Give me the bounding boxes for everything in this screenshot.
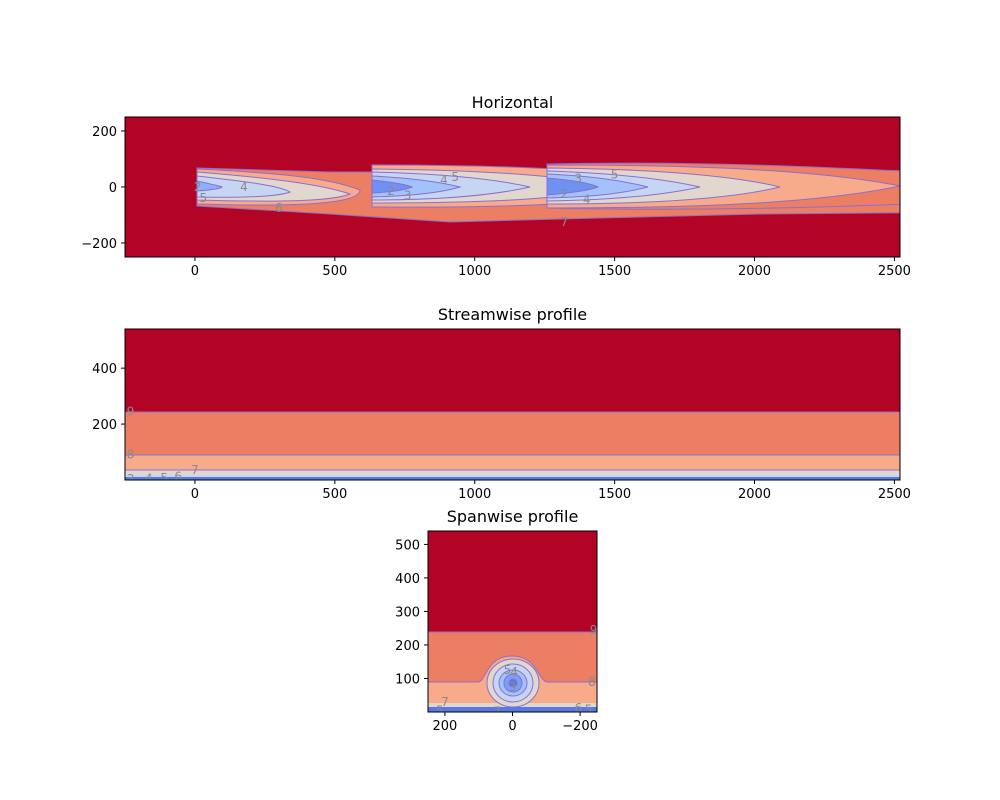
horizontal-xtick-label: 500 <box>322 264 347 279</box>
horizontal-xtick-label: 2000 <box>738 264 771 279</box>
streamwise-xtick-label: 1000 <box>458 487 491 502</box>
wake-1-level-2 <box>196 180 223 192</box>
horizontal-contour-label: 3 <box>574 172 582 186</box>
horizontal-ticks: 0 500 1000 1500 2000 2500 −200 0 200 <box>81 125 911 279</box>
horizontal-ytick-label: 200 <box>92 125 117 140</box>
spanwise-contour-label: 4 <box>510 665 518 679</box>
spanwise-title: Spanwise profile <box>447 507 579 526</box>
horizontal-contour-label: 6 <box>275 201 283 215</box>
spanwise-ytick-label: 300 <box>395 605 420 620</box>
spanwise-contour-label: 8 <box>588 675 596 689</box>
horizontal-contour-label: 3 <box>404 188 412 202</box>
streamwise-band-level-9 <box>125 329 900 412</box>
streamwise-contour-label: 5 <box>160 471 168 485</box>
streamwise-band-level-3 <box>125 477 900 480</box>
streamwise-contour-label: 6 <box>174 470 182 484</box>
wake-1-level-4 <box>196 175 292 198</box>
spanwise-contour-label: 3 <box>509 680 517 694</box>
streamwise-xtick-label: 0 <box>191 487 199 502</box>
streamwise-axes-frame <box>124 328 901 481</box>
horizontal-contour-label: 5 <box>451 170 459 184</box>
spanwise-band-level-9 <box>428 531 597 632</box>
spanwise-ytick-label: 500 <box>395 538 420 553</box>
horizontal-ytick-label: 0 <box>109 181 117 196</box>
streamwise-band-level-5 <box>125 475 900 477</box>
spanwise-xtick-label: 200 <box>432 719 457 734</box>
spanwise-contour-label: 5 <box>585 702 593 716</box>
horizontal-contour-label: 5 <box>200 191 208 205</box>
horizontal-xtick-label: 0 <box>191 264 199 279</box>
spanwise-contour-label: 9 <box>590 623 598 637</box>
streamwise-contour-label: 9 <box>127 404 135 418</box>
horizontal-xtick-label: 1500 <box>598 264 631 279</box>
streamwise-xtick-label: 2000 <box>738 487 771 502</box>
horizontal-panel: Horizontal <box>81 93 911 279</box>
spanwise-ytick-label: 100 <box>395 672 420 687</box>
streamwise-band-level-6 <box>125 470 900 475</box>
horizontal-contour-label: 2 <box>387 184 395 198</box>
wake-2-level-2 <box>371 179 414 194</box>
horizontal-contour-label: 5 <box>611 167 619 181</box>
spanwise-wake-level-2 <box>508 678 518 688</box>
streamwise-xtick-label: 2500 <box>878 487 911 502</box>
horizontal-contour-label: 4 <box>583 193 591 207</box>
streamwise-contour-label: 8 <box>127 447 135 461</box>
spanwise-ytick-label: 200 <box>395 639 420 654</box>
horizontal-wake-3 <box>546 162 900 210</box>
streamwise-contour-label: 3 <box>127 472 135 486</box>
horizontal-wake-1 <box>196 168 361 206</box>
horizontal-contour-label: 4 <box>440 173 448 187</box>
spanwise-contour-label: 7 <box>441 695 449 709</box>
streamwise-ytick-label: 400 <box>92 362 117 377</box>
wake-2-level-3 <box>371 175 462 198</box>
streamwise-xtick-label: 1500 <box>598 487 631 502</box>
streamwise-band-level-8 <box>125 412 900 455</box>
streamwise-contour-label: 7 <box>191 463 199 477</box>
spanwise-contour-label: 5 <box>436 703 444 717</box>
wake-3-level-2 <box>546 177 600 196</box>
streamwise-title: Streamwise profile <box>438 305 587 324</box>
horizontal-xtick-label: 1000 <box>458 264 491 279</box>
spanwise-contour-label: 6 <box>575 701 583 715</box>
streamwise-xtick-label: 500 <box>322 487 347 502</box>
spanwise-xtick-label: −200 <box>562 719 598 734</box>
streamwise-ytick-label: 200 <box>92 418 117 433</box>
horizontal-title: Horizontal <box>472 93 554 112</box>
streamwise-band-level-7 <box>125 455 900 470</box>
spanwise-ytick-label: 400 <box>395 572 420 587</box>
spanwise-ground-band <box>428 707 597 712</box>
horizontal-contour-label: 4 <box>240 180 248 194</box>
horizontal-ytick-label: −200 <box>81 237 117 252</box>
streamwise-contour-label: 4 <box>145 472 153 486</box>
spanwise-ticks: 200 0 −200 100 200 300 400 500 <box>395 538 598 734</box>
spanwise-xtick-label: 0 <box>508 719 516 734</box>
horizontal-contour-label: 2 <box>194 180 202 194</box>
spanwise-contour-label: 7 <box>493 704 501 718</box>
horizontal-contour-label: 7 <box>560 215 568 229</box>
streamwise-ticks: 0 500 1000 1500 2000 2500 200 400 <box>92 362 911 502</box>
spanwise-contour-label: 5 <box>504 663 512 677</box>
horizontal-xtick-label: 2500 <box>878 264 911 279</box>
horizontal-contour-label: 2 <box>560 187 568 201</box>
